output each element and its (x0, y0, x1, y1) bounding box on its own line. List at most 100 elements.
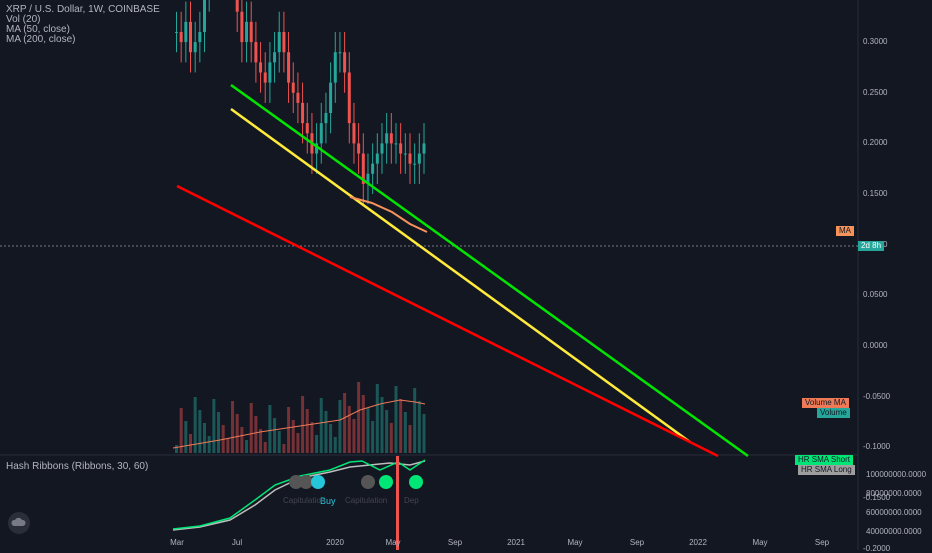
volume-bar (361, 395, 365, 453)
countdown-price-tag: 2d 8h (858, 241, 885, 251)
volume-bar (333, 437, 337, 453)
candle-body (319, 123, 323, 144)
candle-body (235, 0, 239, 12)
candle-body (343, 52, 347, 73)
volume-bar (189, 434, 193, 453)
trend-lines (172, 83, 749, 458)
candle-body (259, 62, 263, 73)
volume-bar (207, 436, 211, 453)
price-axis-label: 0.1500 (863, 189, 888, 199)
volume-bar (380, 397, 384, 453)
volume-bar (245, 440, 249, 453)
ma200-indicator[interactable]: MA (200, close) (6, 34, 76, 45)
pane2-axis-label: 80000000.0000 (866, 489, 922, 498)
hash-ribbons-title[interactable]: Hash Ribbons (Ribbons, 30, 60) (6, 461, 149, 472)
candle-body (389, 133, 393, 144)
candle-body (422, 143, 426, 154)
ribbon-signal-dot (409, 475, 423, 489)
volume-bar (343, 393, 347, 453)
candle-body (193, 42, 197, 53)
candle-body (357, 143, 361, 154)
hr-short-tag: HR SMA Short (795, 455, 854, 465)
candle-body (282, 31, 286, 53)
time-axis-label: May (567, 538, 583, 547)
candlesticks (175, 0, 426, 205)
volume-bar (329, 424, 333, 453)
time-axis-label: Sep (629, 538, 645, 547)
hr-sma-short (172, 459, 426, 530)
candle-body (408, 153, 412, 164)
time-axis-label: 2020 (326, 538, 344, 547)
candle-body (338, 52, 342, 54)
capitulation-label-2: Capitulation (283, 496, 326, 505)
candle-body (366, 173, 370, 184)
candle-body (301, 102, 305, 124)
price-axis-label: -0.1000 (863, 442, 891, 452)
volume-bar (366, 408, 370, 453)
price-axis-label: 0.0000 (863, 341, 888, 350)
volume-bar (193, 397, 197, 453)
symbol-title[interactable]: XRP / U.S. Dollar, 1W, COINBASE (6, 4, 160, 15)
time-axis-label: May (385, 538, 401, 547)
price-axis-label: -0.0500 (863, 391, 891, 401)
candle-body (273, 52, 277, 63)
ribbon-signal-dot (289, 475, 303, 489)
volume-bar (399, 399, 403, 453)
volume-bar (240, 427, 244, 453)
candle-body (399, 143, 403, 154)
time-axis-label: 2021 (507, 538, 525, 547)
volume-bar (203, 423, 207, 453)
candle-body (179, 31, 183, 43)
candle-body (315, 143, 319, 154)
volume-bar (319, 398, 323, 453)
volume-bar (291, 420, 295, 453)
candle-body (249, 21, 253, 43)
cloud-icon (11, 517, 26, 526)
volume-bar (408, 425, 412, 453)
candle-body (380, 143, 384, 154)
tradingview-logo[interactable] (8, 512, 30, 534)
volume-bar (403, 412, 407, 453)
volume-bar (268, 405, 272, 453)
capitulation-label: Capitulation (345, 496, 388, 505)
candle-body (305, 123, 309, 134)
candle-body (291, 82, 295, 93)
candle-body (240, 11, 244, 43)
volume-bar (249, 403, 253, 453)
candle-body (361, 153, 365, 184)
volume-bar (235, 414, 239, 453)
candle-body (347, 72, 351, 124)
volume-bar (357, 382, 361, 453)
buy-label: Buy (320, 496, 336, 506)
volume-bar (231, 401, 235, 453)
vol-indicator[interactable]: Vol (20) (6, 14, 41, 25)
hash-ribbons-pane (172, 456, 426, 550)
volume-bar (175, 445, 178, 453)
candle-body (394, 143, 398, 145)
volume-bar (375, 384, 379, 453)
candle-body (296, 92, 300, 103)
candle-body (184, 21, 188, 43)
volume-bar (282, 444, 286, 453)
volume-bar (422, 414, 426, 453)
volume-tag: Volume (817, 408, 850, 418)
ma50-indicator[interactable]: MA (50, close) (6, 24, 70, 35)
candle-body (371, 163, 375, 174)
volume-bar (371, 421, 375, 453)
volume-bar (394, 386, 398, 453)
volume-ma-tag: Volume MA (802, 398, 849, 408)
time-axis-label: Mar (170, 538, 184, 547)
candle-body (385, 133, 389, 144)
volume-bar (287, 407, 291, 453)
candle-body (263, 72, 267, 83)
volume-bar (352, 419, 356, 453)
dep-label: Dep (404, 496, 419, 505)
price-axis-label: 0.2000 (863, 138, 888, 148)
candle-body (245, 21, 249, 43)
ribbon-signal-dot (299, 475, 313, 489)
candle-body (375, 153, 379, 164)
pane2-axis-label: 100000000.0000 (866, 470, 927, 479)
volume-bar (277, 431, 281, 453)
volume-bar (273, 418, 277, 453)
